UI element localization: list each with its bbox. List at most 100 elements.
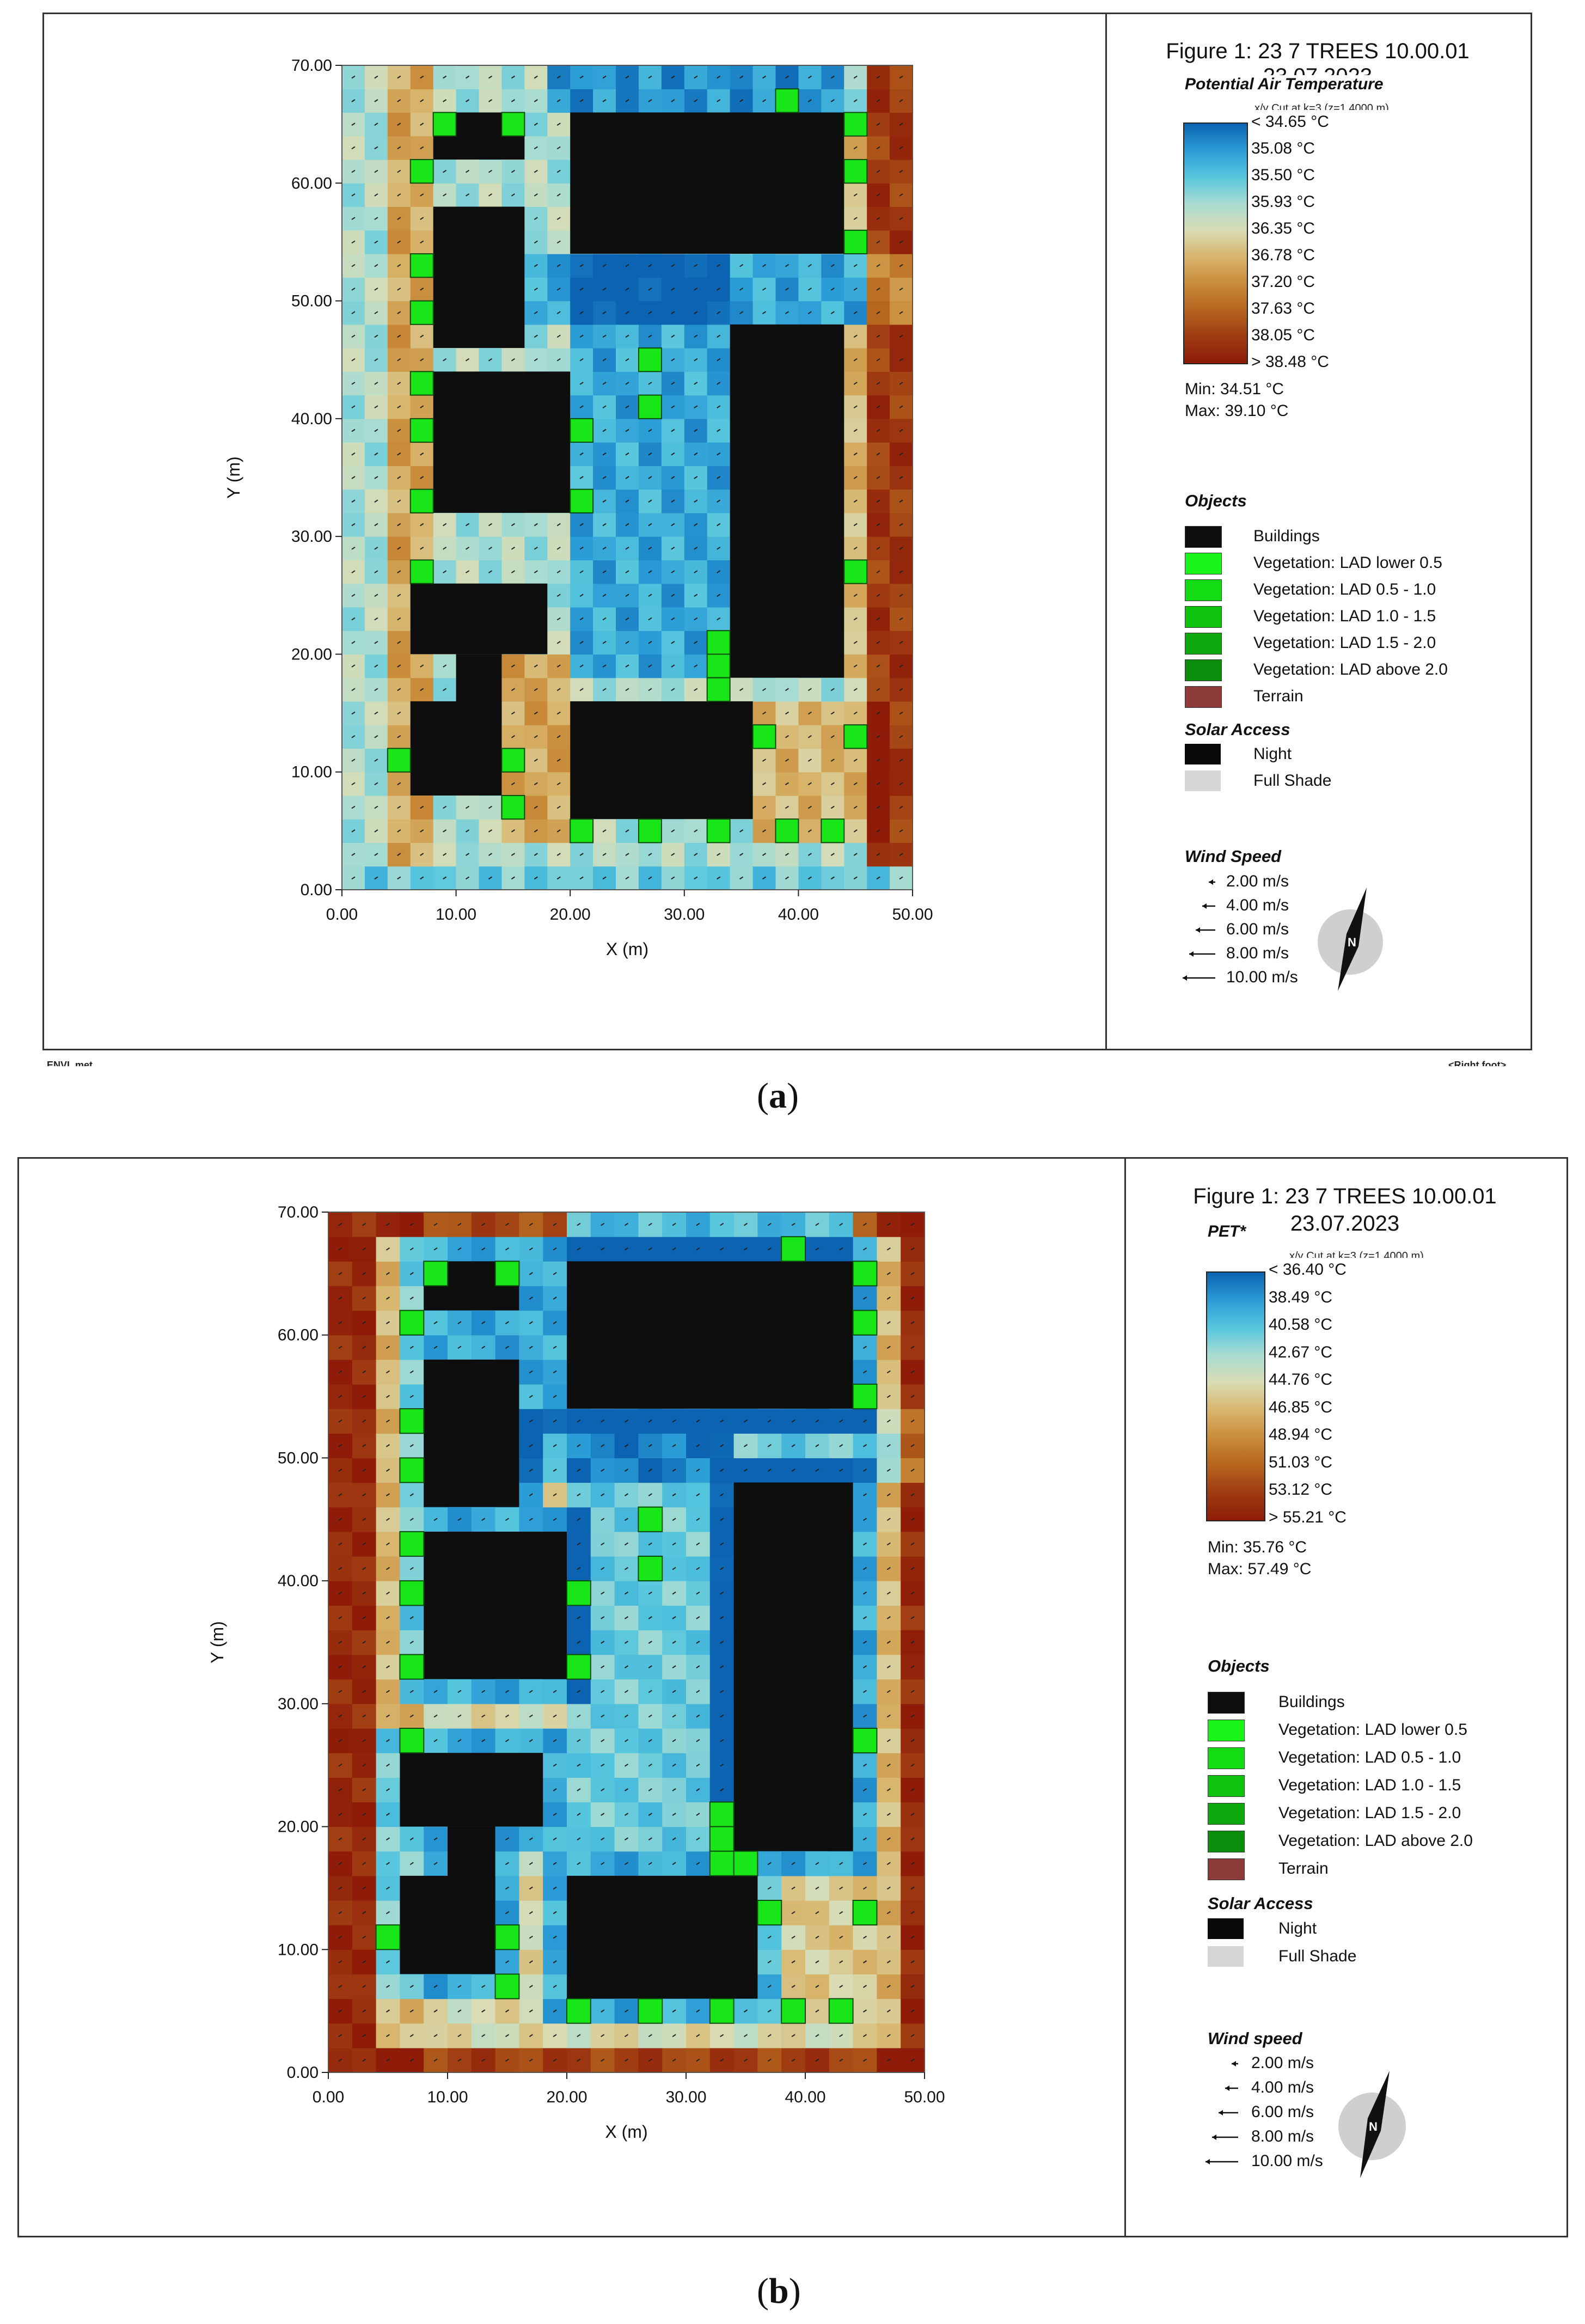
- wind-vector: [351, 876, 356, 880]
- wind-vector: [534, 75, 538, 79]
- objects-label: Vegetation: LAD above 2.0: [1278, 1832, 1473, 1850]
- wind-vector: [351, 640, 356, 644]
- wind-vector: [420, 123, 424, 126]
- wind-vector: [488, 99, 493, 102]
- x-tick-label: 10.00: [427, 2088, 468, 2106]
- vegetation-cell: [828, 1998, 854, 2024]
- wind-vector: [397, 594, 401, 597]
- wind-arrow-icon: [1212, 2135, 1238, 2140]
- wind-vector: [511, 99, 515, 102]
- building-block: [567, 1261, 853, 1409]
- wind-vector: [466, 805, 470, 809]
- wind-vector: [556, 617, 561, 621]
- wind-vector: [420, 523, 424, 527]
- wind-vector: [420, 240, 424, 244]
- wind-vector: [397, 334, 401, 338]
- wind-vector: [420, 805, 424, 809]
- wind-vector: [397, 853, 401, 856]
- wind-vector: [374, 452, 378, 456]
- wind-vector: [351, 334, 356, 338]
- wind-vector: [420, 452, 424, 456]
- wind-speed-label: 10.00 m/s: [1251, 2152, 1323, 2170]
- solar-swatch: [1208, 1946, 1244, 1967]
- wind-arrow-icon: [1205, 2159, 1238, 2164]
- objects-label: Vegetation: LAD 1.0 - 1.5: [1278, 1776, 1461, 1794]
- wind-vector: [374, 476, 378, 479]
- wind-vector: [397, 546, 401, 550]
- building-block: [567, 1875, 758, 1999]
- wind-vector: [443, 829, 447, 833]
- wind-vector: [374, 193, 378, 197]
- wind-vector: [397, 240, 401, 244]
- vegetation-cell: [709, 1850, 735, 1876]
- vegetation-cell: [375, 1924, 401, 1950]
- wind-vector: [351, 382, 356, 385]
- wind-vector: [556, 853, 561, 856]
- wind-vector: [534, 853, 538, 856]
- legend-tick-label: 46.85 °C: [1269, 1398, 1333, 1416]
- wind-vector: [397, 664, 401, 668]
- vegetation-cell: [494, 1973, 520, 1999]
- vegetation-cell: [852, 1728, 878, 1754]
- wind-vector: [374, 311, 378, 315]
- wind-vector: [420, 688, 424, 692]
- wind-vector: [556, 523, 561, 527]
- wind-vector: [534, 146, 538, 150]
- wind-vector: [420, 75, 424, 79]
- wind-vector: [374, 358, 378, 362]
- wind-vector: [534, 782, 538, 786]
- wind-arrow-icon: [1219, 2110, 1238, 2115]
- wind-arrow-icon: [1232, 2061, 1238, 2066]
- legend-tick-label: 44.76 °C: [1269, 1371, 1333, 1389]
- wind-vector: [351, 169, 356, 173]
- wind-vector: [397, 688, 401, 692]
- wind-vector: [466, 570, 470, 573]
- wind-vector: [488, 829, 493, 833]
- wind-vector: [511, 523, 515, 527]
- vegetation-cell: [399, 1457, 425, 1483]
- objects-swatch: [1208, 1692, 1245, 1714]
- wind-vector: [443, 546, 447, 550]
- wind-vector: [374, 570, 378, 573]
- x-tick-label: 20.00: [546, 2088, 587, 2106]
- wind-vector: [443, 75, 447, 79]
- wind-vector: [397, 217, 401, 221]
- wind-vector: [443, 358, 447, 362]
- figure-b-north-arrow: N: [1338, 2071, 1406, 2178]
- figure-b-wind-heading: Wind speed: [1208, 2029, 1302, 2048]
- wind-vector: [351, 782, 356, 786]
- x-tick-label: 30.00: [665, 2088, 706, 2106]
- vegetation-cell: [399, 1310, 425, 1336]
- wind-vector: [397, 805, 401, 809]
- figure-a-divider: [1105, 13, 1107, 1049]
- wind-vector: [397, 146, 401, 150]
- objects-label: Vegetation: LAD 0.5 - 1.0: [1278, 1748, 1461, 1766]
- wind-vector: [466, 523, 470, 527]
- wind-vector: [420, 193, 424, 197]
- wind-vector: [488, 193, 493, 197]
- wind-vector: [397, 405, 401, 409]
- wind-vector: [488, 570, 493, 573]
- wind-vector: [374, 805, 378, 809]
- vegetation-cell: [709, 1801, 735, 1827]
- wind-vector: [374, 759, 378, 762]
- wind-vector: [534, 711, 538, 715]
- wind-vector: [534, 311, 538, 315]
- wind-vector: [420, 288, 424, 291]
- wind-vector: [511, 546, 515, 550]
- objects-swatch: [1208, 1775, 1245, 1797]
- wind-vector: [397, 99, 401, 102]
- wind-vector: [511, 711, 515, 715]
- wind-vector: [466, 829, 470, 833]
- wind-vector: [488, 805, 493, 809]
- wind-vector: [420, 146, 424, 150]
- wind-vector: [488, 853, 493, 856]
- wind-vector: [397, 711, 401, 715]
- figure-b-cut-label: x/y Cut at k=3 (z=1.4000 m): [1289, 1250, 1424, 1258]
- wind-vector: [374, 829, 378, 833]
- vegetation-cell: [733, 1850, 758, 1876]
- wind-vector: [397, 782, 401, 786]
- wind-vector: [420, 664, 424, 668]
- wind-vector: [488, 169, 493, 173]
